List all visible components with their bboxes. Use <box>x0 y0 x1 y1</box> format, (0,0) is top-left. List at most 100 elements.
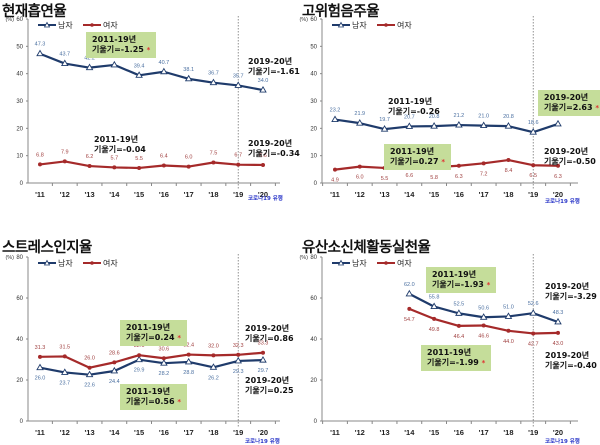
data-label-male: 55.8 <box>429 295 440 301</box>
data-label-female: 46.4 <box>454 334 465 340</box>
point-female <box>62 159 67 164</box>
point-female <box>531 331 536 336</box>
covid-label: 코로나19 유행 <box>545 199 580 205</box>
annotation-period: 2019-20년 <box>544 147 589 156</box>
data-label-male: 21.9 <box>354 111 365 117</box>
data-label-male: 29.9 <box>134 368 145 374</box>
data-label-female: 6.2 <box>86 154 94 160</box>
data-label-male: 26.2 <box>208 375 219 381</box>
annotation-male-2019-20: 2019-20년 기울기=-3.29 <box>545 282 597 302</box>
point-female <box>481 323 486 328</box>
data-label-female: 33.3 <box>258 341 269 347</box>
chart-title: 스트레스인지율 <box>2 240 92 256</box>
significance-star: * <box>146 46 151 54</box>
y-tick-label: 40 <box>16 337 23 343</box>
y-tick-label: 50 <box>16 44 23 50</box>
significance-star: * <box>595 104 599 112</box>
data-label-male: 48.3 <box>553 310 564 316</box>
y-unit-label: (%) <box>5 17 14 23</box>
x-tick-label: '12 <box>355 190 365 199</box>
legend-female-marker-icon <box>90 261 94 265</box>
point-female <box>112 165 117 170</box>
point-male <box>184 357 193 365</box>
annotation-male-2019-20: 2019-20년 기울기=2.63 * <box>538 90 600 116</box>
data-label-female: 30.6 <box>159 346 170 352</box>
y-tick-label: 20 <box>16 378 23 384</box>
point-male <box>60 368 69 375</box>
data-label-female: 49.8 <box>429 327 440 333</box>
point-male <box>504 122 513 129</box>
x-tick-label: '12 <box>355 428 365 437</box>
point-male <box>479 313 488 320</box>
point-female <box>407 306 412 311</box>
legend-female-label: 여자 <box>397 20 412 30</box>
data-label-male: 20.8 <box>429 114 440 120</box>
y-unit-label: (%) <box>299 255 308 261</box>
point-female <box>261 350 265 355</box>
annotation-slope: 기울기=2.63 <box>544 103 593 112</box>
data-label-male: 18.6 <box>528 120 539 126</box>
point-male <box>430 122 438 129</box>
y-tick-label: 20 <box>310 126 317 132</box>
annotation-period: 2011-19년 <box>126 323 171 332</box>
y-tick-label: 0 <box>314 181 318 187</box>
point-male <box>259 85 267 93</box>
point-male <box>110 366 119 374</box>
data-label-male: 35.7 <box>233 73 244 79</box>
chart-title: 고위험음주율 <box>302 4 380 20</box>
data-label-male: 34.0 <box>258 78 269 84</box>
point-male <box>135 355 143 363</box>
point-female <box>38 354 42 359</box>
data-label-female: 54.7 <box>404 317 415 323</box>
annotation-male-2011-19: 2011-19년 기울기=0.56 * <box>120 384 187 410</box>
data-label-female: 32.1 <box>134 343 145 349</box>
point-female <box>506 158 511 163</box>
data-label-female: 5.8 <box>430 175 438 181</box>
y-tick-label: 60 <box>310 17 317 23</box>
x-tick-label: '16 <box>159 428 169 437</box>
data-label-male: 50.6 <box>478 305 489 311</box>
annotation-male-2011-19: 2011-19년 기울기=-1.25 * <box>86 32 157 58</box>
data-label-male: 42.2 <box>84 56 95 62</box>
covid-label: 코로나19 유행 <box>545 439 580 445</box>
data-label-female: 46.6 <box>478 333 489 339</box>
point-male <box>135 71 143 78</box>
x-tick-label: '17 <box>479 190 489 199</box>
y-tick-label: 10 <box>310 154 317 160</box>
data-label-female: 7.5 <box>210 151 218 157</box>
series-male-line <box>39 52 264 92</box>
x-tick-label: '15 <box>429 428 439 437</box>
data-label-male: 24.4 <box>109 379 120 385</box>
y-tick-label: 10 <box>16 154 23 160</box>
data-label-female: 26.0 <box>84 356 95 362</box>
point-male <box>36 363 44 371</box>
x-tick-label: '20 <box>258 190 268 199</box>
y-tick-label: 40 <box>310 72 317 78</box>
point-male <box>110 60 119 68</box>
x-tick-label: '16 <box>454 428 464 437</box>
annotation-period: 2011-19년 <box>432 270 477 279</box>
point-female <box>333 167 337 172</box>
data-label-female: 5.7 <box>111 155 119 161</box>
point-female <box>456 163 461 168</box>
point-male <box>160 67 168 75</box>
y-tick-label: 30 <box>16 99 23 105</box>
annotation-period: 2019-20년 <box>248 57 293 66</box>
legend-female-label: 여자 <box>103 20 118 30</box>
significance-star: * <box>481 359 486 367</box>
point-male <box>234 81 243 88</box>
y-tick-label: 40 <box>310 337 317 343</box>
x-tick-label: '18 <box>208 428 218 437</box>
chart-drinking: 고위험음주율 0 10 20 30 40 50 60 (%) '11 '12 '13 '14 '15 '1… <box>299 0 600 222</box>
point-male <box>209 78 218 86</box>
annotation-slope: 기울기=-1.99 <box>427 358 479 367</box>
x-tick-label: '19 <box>528 190 538 199</box>
data-label-female: 31.3 <box>35 345 46 351</box>
annotation-slope: 기울기=-3.29 <box>545 292 597 301</box>
chart-aerobic-plot: 0 20 40 60 80(%) '11 '12 '13 '14 '15 '16 '17 '18 '19 '… <box>299 254 578 437</box>
point-female <box>62 354 67 359</box>
data-label-female: 6.3 <box>554 174 562 180</box>
x-tick-label: '12 <box>60 190 70 199</box>
legend-female-marker-icon <box>384 261 388 265</box>
point-female <box>161 163 166 168</box>
